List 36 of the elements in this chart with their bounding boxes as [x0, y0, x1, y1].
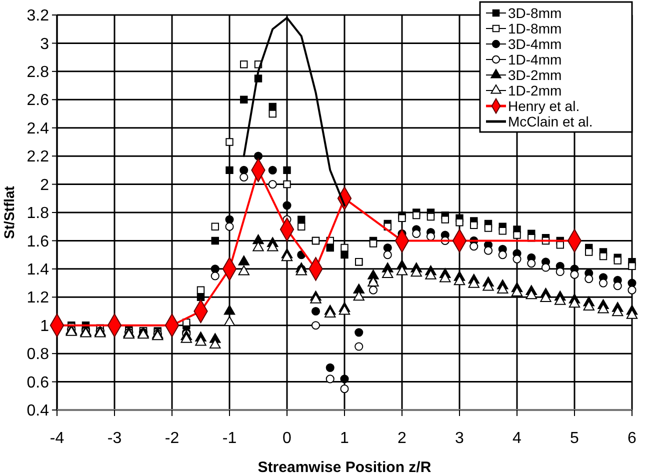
- x-tick-label: 1: [340, 430, 350, 447]
- x-axis-title: Streamwise Position z/R: [258, 459, 432, 476]
- x-tick-label: 3: [455, 430, 464, 447]
- y-axis-title: St/Stflat: [1, 186, 17, 239]
- y-tick-label: 2.2: [26, 148, 50, 166]
- y-tick-label: 2.6: [26, 92, 50, 110]
- legend-label: 1D-2mm: [508, 82, 562, 98]
- legend-label: Henry et al.: [508, 98, 580, 114]
- legend-label: 1D-4mm: [508, 51, 562, 68]
- x-tick-label: 6: [628, 430, 637, 447]
- y-tick-label: 1.8: [26, 205, 50, 222]
- legend-label: 1D-8mm: [508, 20, 562, 36]
- y-tick-label: 0.6: [26, 374, 50, 392]
- legend-label: 3D-4mm: [508, 36, 562, 52]
- x-tick-label: -4: [50, 430, 64, 447]
- x-tick-label: 5: [570, 430, 580, 447]
- x-tick-label: 0: [282, 430, 292, 447]
- y-tick-label: 3.2: [26, 8, 50, 25]
- x-tick-label: -2: [164, 430, 180, 447]
- legend-label: 3D-8mm: [508, 4, 562, 21]
- x-tick-label: 4: [512, 430, 522, 447]
- x-tick-label: 2: [398, 430, 407, 447]
- y-tick-label: 1: [40, 318, 50, 335]
- y-tick-label: 0.4: [26, 402, 50, 420]
- y-tick-label: 1.4: [26, 262, 50, 279]
- x-tick-label: -3: [107, 430, 122, 447]
- legend-label: McClain et al.: [508, 113, 593, 130]
- y-tick-label: 1.2: [26, 290, 50, 307]
- legend-label: 3D-2mm: [508, 66, 562, 83]
- x-tick-label: -1: [222, 430, 237, 447]
- y-tick-label: 2: [40, 176, 50, 194]
- y-tick-label: 2.8: [26, 64, 50, 82]
- y-tick-label: 0.8: [26, 346, 50, 364]
- y-tick-label: 3: [40, 36, 50, 53]
- y-tick-label: 2.4: [26, 120, 50, 138]
- y-tick-label: 1.6: [26, 233, 50, 250]
